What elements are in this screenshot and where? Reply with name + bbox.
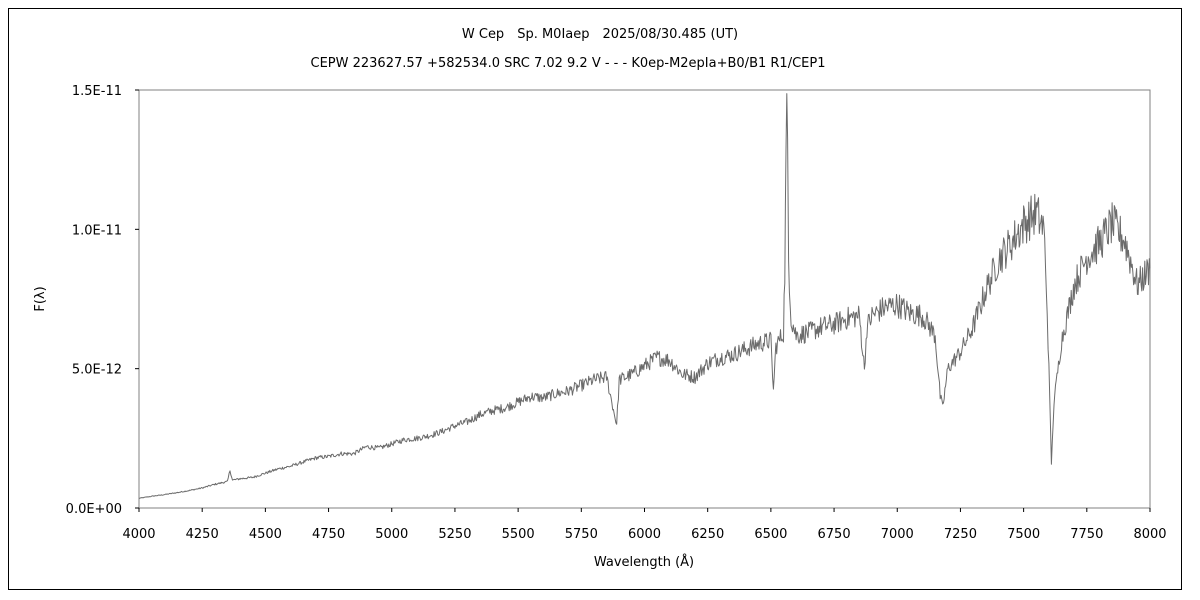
chart-title: W Cep Sp. M0Iaep 2025/08/30.485 (UT) — [462, 27, 738, 42]
x-tick-label: 4250 — [186, 527, 219, 542]
x-tick-label: 7000 — [881, 527, 914, 542]
x-tick-label: 5000 — [375, 527, 408, 542]
x-tick-label: 4500 — [249, 527, 282, 542]
x-tick-label: 7500 — [1007, 527, 1040, 542]
series-layer — [138, 93, 1151, 499]
y-tick-label: 5.0E-12 — [72, 363, 122, 378]
y-tick-label: 1.0E-11 — [72, 223, 122, 238]
x-tick-label: 6000 — [628, 527, 661, 542]
y-axis-label: F(λ) — [33, 286, 48, 311]
x-tick-label: 5500 — [502, 527, 535, 542]
x-tick-label: 6250 — [691, 527, 724, 542]
x-tick-label: 8000 — [1133, 527, 1166, 542]
x-axis-label: Wavelength (Å) — [594, 554, 694, 570]
y-tick-label: 1.5E-11 — [72, 84, 122, 99]
chart-subtitle: CEPW 223627.57 +582534.0 SRC 7.02 9.2 V … — [311, 56, 826, 71]
x-tick-label: 7750 — [1070, 527, 1103, 542]
x-tick-label: 6750 — [818, 527, 851, 542]
x-tick-label: 4750 — [312, 527, 345, 542]
x-axis-ticks: 4000 4250 4500 4750 5000 5250 5500 5750 6000 6250… — [122, 508, 1167, 542]
x-tick-label: 5250 — [438, 527, 471, 542]
x-tick-label: 4000 — [122, 527, 155, 542]
series-line — [138, 93, 1151, 499]
y-axis-ticks: 0.0E+00 5.0E-12 1.0E-11 1.5E-11 — [66, 84, 139, 517]
y-tick-label: 0.0E+00 — [66, 502, 122, 517]
plot-area — [138, 89, 1151, 509]
x-tick-label: 5750 — [565, 527, 598, 542]
x-tick-label: 6500 — [754, 527, 787, 542]
x-tick-label: 7250 — [944, 527, 977, 542]
